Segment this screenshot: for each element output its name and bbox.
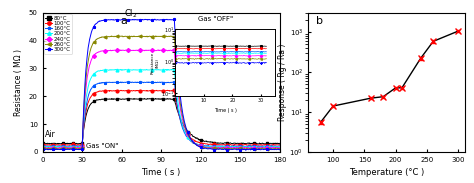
80°C <box>145 98 150 100</box>
300°C <box>243 149 249 151</box>
Line: 300°C: 300°C <box>41 18 281 152</box>
Text: Gas "OFF": Gas "OFF" <box>198 16 233 22</box>
X-axis label: Time ( s ): Time ( s ) <box>142 168 181 177</box>
260°C <box>277 147 283 150</box>
Line: 260°C: 260°C <box>41 35 281 151</box>
80°C <box>171 98 177 100</box>
Text: b: b <box>316 16 323 26</box>
100°C <box>171 89 177 92</box>
80°C <box>277 143 283 145</box>
160°C <box>123 81 129 83</box>
300°C <box>158 19 164 21</box>
Text: Air: Air <box>46 130 56 139</box>
200°C <box>230 145 236 148</box>
240°C <box>171 49 177 51</box>
160°C <box>40 145 46 147</box>
80°C <box>143 98 149 100</box>
260°C <box>158 35 164 38</box>
260°C <box>171 35 177 37</box>
160°C <box>271 145 277 147</box>
240°C <box>277 147 283 149</box>
240°C <box>230 147 236 149</box>
240°C <box>158 49 164 52</box>
100°C <box>143 90 148 92</box>
100°C <box>277 144 283 146</box>
100°C <box>230 144 236 146</box>
260°C <box>144 35 150 37</box>
300°C <box>272 148 277 150</box>
260°C <box>40 147 46 150</box>
200°C <box>144 69 150 71</box>
Line: 200°C: 200°C <box>41 68 281 149</box>
80°C <box>158 98 164 100</box>
200°C <box>143 69 148 71</box>
300°C <box>277 149 283 151</box>
X-axis label: Temperature (°C ): Temperature (°C ) <box>349 168 424 177</box>
100°C <box>231 145 237 147</box>
200°C <box>272 145 277 148</box>
300°C <box>152 18 158 20</box>
Y-axis label: Response ( Rg / Ra ): Response ( Rg / Ra ) <box>278 44 287 121</box>
260°C <box>230 148 236 150</box>
160°C <box>274 146 280 148</box>
240°C <box>143 49 149 52</box>
Line: 240°C: 240°C <box>41 48 281 150</box>
100°C <box>158 89 164 92</box>
240°C <box>272 146 277 149</box>
300°C <box>143 18 148 21</box>
300°C <box>230 148 236 151</box>
160°C <box>158 81 164 83</box>
200°C <box>171 69 177 71</box>
260°C <box>272 147 277 150</box>
260°C <box>269 148 275 150</box>
Text: Gas "ON": Gas "ON" <box>86 143 118 149</box>
Text: a: a <box>121 16 128 26</box>
100°C <box>144 90 150 92</box>
80°C <box>271 143 277 145</box>
Text: Cl$_2$: Cl$_2$ <box>124 8 138 20</box>
160°C <box>145 81 150 84</box>
160°C <box>171 82 177 84</box>
260°C <box>153 35 159 37</box>
240°C <box>117 49 122 51</box>
200°C <box>165 68 171 70</box>
Legend: 80°C, 100°C, 160°C, 200°C, 240°C, 260°C, 300°C: 80°C, 100°C, 160°C, 200°C, 240°C, 260°C,… <box>44 14 73 54</box>
160°C <box>143 81 149 83</box>
Y-axis label: Resistance ( MΩ ): Resistance ( MΩ ) <box>14 49 23 116</box>
300°C <box>144 18 150 21</box>
200°C <box>277 146 283 148</box>
Line: 80°C: 80°C <box>41 97 281 145</box>
240°C <box>145 49 150 51</box>
Line: 160°C: 160°C <box>41 81 281 149</box>
300°C <box>40 148 46 150</box>
Line: 100°C: 100°C <box>41 89 281 147</box>
80°C <box>40 142 46 144</box>
100°C <box>164 89 170 91</box>
160°C <box>230 145 236 147</box>
100°C <box>272 144 277 146</box>
80°C <box>141 97 147 100</box>
300°C <box>171 19 177 21</box>
100°C <box>40 144 46 146</box>
200°C <box>235 147 241 149</box>
200°C <box>40 145 46 148</box>
240°C <box>246 147 252 150</box>
200°C <box>158 69 164 71</box>
260°C <box>143 35 148 38</box>
240°C <box>40 147 46 149</box>
80°C <box>230 142 236 145</box>
160°C <box>277 145 283 147</box>
